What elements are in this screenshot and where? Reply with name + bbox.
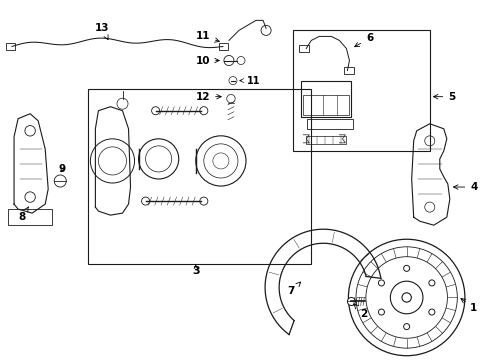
- Bar: [344, 67, 354, 73]
- Bar: [307, 119, 353, 129]
- Text: 6: 6: [355, 33, 373, 47]
- Circle shape: [347, 297, 355, 306]
- Circle shape: [200, 107, 208, 115]
- Bar: [306, 136, 346, 144]
- Text: 7: 7: [288, 282, 301, 296]
- Text: 3: 3: [192, 266, 199, 276]
- Circle shape: [142, 197, 149, 205]
- Text: 11: 11: [196, 31, 220, 42]
- Bar: [301, 81, 351, 117]
- Text: 12: 12: [196, 92, 221, 102]
- Bar: [88, 89, 311, 264]
- Text: 1: 1: [461, 298, 478, 312]
- Text: 4: 4: [454, 182, 478, 192]
- Circle shape: [151, 107, 160, 115]
- Text: 2: 2: [354, 304, 367, 319]
- Text: 13: 13: [95, 23, 110, 40]
- Circle shape: [200, 197, 208, 205]
- Bar: [293, 30, 430, 151]
- Text: 9: 9: [59, 164, 66, 174]
- Text: 11: 11: [240, 76, 261, 86]
- Text: 10: 10: [196, 55, 219, 66]
- Bar: [8, 209, 52, 225]
- Bar: [219, 44, 228, 50]
- Text: 8: 8: [19, 207, 28, 222]
- Text: 5: 5: [434, 92, 456, 102]
- Circle shape: [402, 293, 411, 302]
- Bar: [303, 95, 349, 115]
- Bar: [299, 45, 309, 53]
- Bar: [6, 44, 15, 50]
